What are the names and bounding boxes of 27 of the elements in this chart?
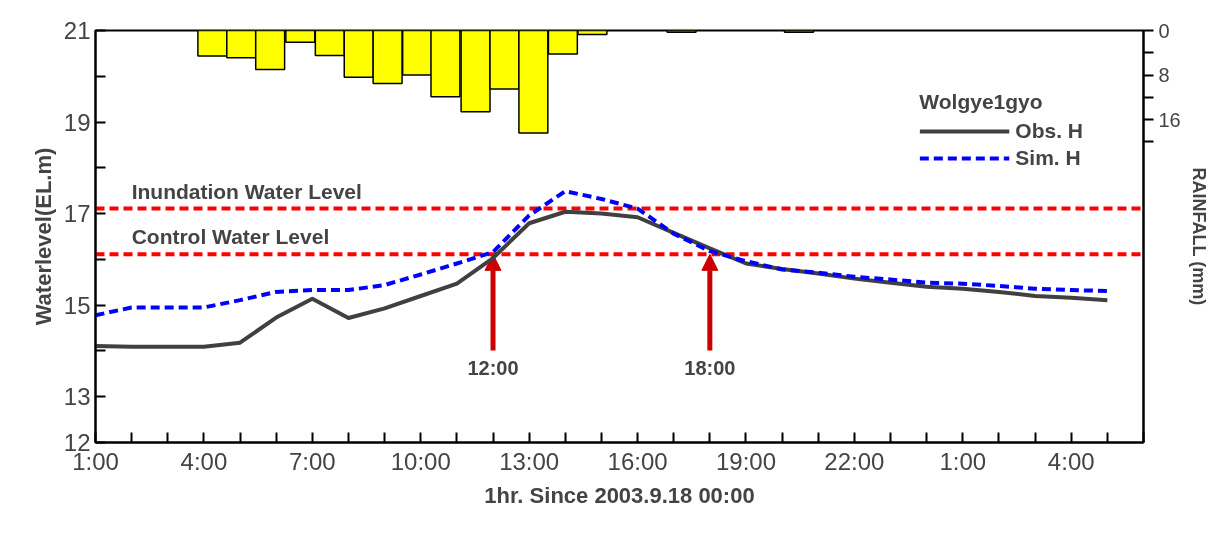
y-tick-label: 13: [63, 383, 91, 411]
x-tick-label: 10:00: [390, 447, 451, 475]
x-tick-label: 19:00: [715, 447, 777, 475]
y-tick-label: 21: [63, 17, 91, 44]
y2-axis-title: RAINFALL (mm): [1188, 167, 1209, 306]
ref-line-label: Inundation Water Level: [131, 179, 362, 203]
y-axis-title: Waterlevel(EL.m): [30, 147, 56, 326]
annotation: 18:00: [684, 357, 736, 380]
y2-tick-label: 16: [1158, 108, 1181, 131]
y-tick-label: 15: [63, 291, 91, 319]
y-tick-label: 17: [63, 200, 91, 228]
y2-tick-label: 8: [1158, 64, 1170, 87]
x-tick-label: 13:00: [499, 447, 560, 475]
x-tick-label: 7:00: [288, 447, 336, 475]
legend-label: Sim. H: [1015, 146, 1081, 170]
x-tick-label: 22:00: [824, 447, 885, 475]
annotation: 12:00: [467, 357, 519, 380]
legend-title: Wolgye1gyo: [919, 90, 1044, 114]
y-tick-label: 19: [63, 108, 91, 136]
x-tick-label: 1:00: [939, 447, 987, 475]
x-axis-title: 1hr. Since 2003.9.18 00:00: [484, 482, 755, 508]
x-tick-label: 4:00: [1047, 447, 1095, 475]
legend-label: Obs. H: [1015, 119, 1083, 143]
x-tick-label: 4:00: [180, 447, 228, 475]
x-tick-label: 16:00: [607, 447, 668, 475]
y2-tick-label: 0: [1158, 19, 1170, 42]
ref-line-label: Control Water Level: [131, 225, 330, 249]
